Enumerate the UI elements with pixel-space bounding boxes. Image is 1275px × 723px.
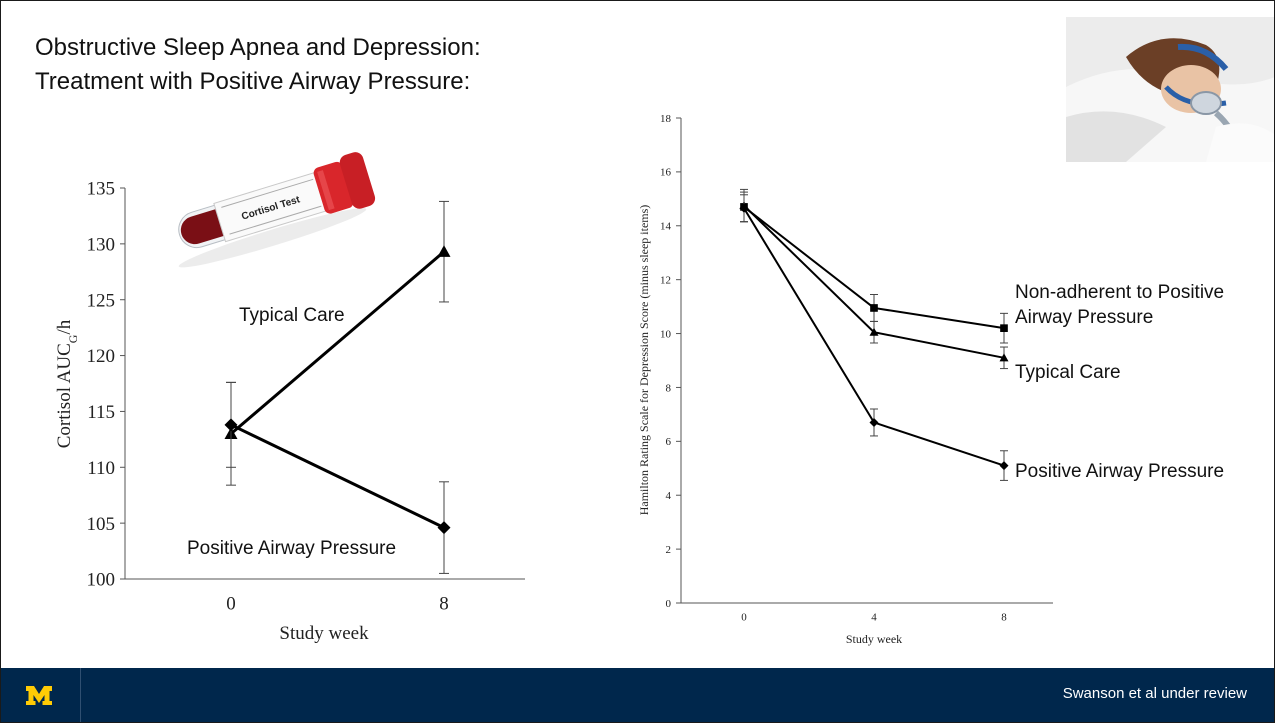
cortisol-x-tick-label: 0 (226, 593, 236, 614)
hamilton-x-tick-label: 4 (871, 612, 877, 624)
cortisol-chart-axes: 100 105 110 115 120 125 130 135 0 8 (87, 179, 525, 614)
cortisol-series-1-point (224, 418, 238, 432)
cortisol-y-tick-label: 105 (87, 514, 116, 535)
hamilton-series-2-point (869, 417, 879, 427)
footer-divider (80, 668, 81, 722)
hamilton-chart-marks (739, 188, 1009, 481)
hamilton-y-tick-label: 10 (660, 328, 672, 340)
hamilton-y-tick-label: 12 (660, 275, 671, 287)
hamilton-y-tick-label: 8 (666, 382, 672, 394)
cortisol-y-axis-label: Cortisol AUCG/h (54, 319, 80, 448)
hamilton-y-tick-label: 14 (660, 221, 672, 233)
hamilton-series-0-point (870, 304, 878, 312)
hamilton-series-label-typical-care: Typical Care (1015, 362, 1121, 383)
hamilton-series-0-point (1000, 324, 1008, 332)
cortisol-series-0-point (437, 245, 451, 257)
hamilton-series-2-point (739, 203, 749, 213)
cortisol-series-0-line (230, 250, 445, 435)
hamilton-y-tick-label: 18 (660, 113, 672, 125)
cortisol-y-tick-label: 100 (87, 570, 116, 591)
cortisol-y-tick-label: 120 (87, 346, 116, 367)
hamilton-series-label-non-adherent: Non-adherent to Positive Airway Pressure (1015, 282, 1224, 328)
hamilton-y-tick-label: 2 (666, 544, 672, 556)
cortisol-series-label-typical-care: Typical Care (239, 305, 345, 326)
hamilton-series-1-point (999, 353, 1009, 362)
cortisol-series-label-pap: Positive Airway Pressure (187, 538, 396, 559)
cortisol-tube-photo: Cortisol Test (178, 152, 376, 268)
cortisol-chart-marks (224, 200, 451, 574)
hamilton-series-2-point (999, 461, 1009, 471)
hamilton-x-axis-label: Study week (846, 632, 902, 646)
university-michigan-logo (26, 686, 52, 705)
citation-text: Swanson et al under review (1062, 685, 1247, 702)
hamilton-series-label-pap: Positive Airway Pressure (1015, 461, 1224, 482)
footer-bar: Swanson et al under review (1, 668, 1274, 722)
cortisol-x-tick-label: 8 (439, 593, 449, 614)
hamilton-y-axis-label: Hamilton Rating Scale for Depression Sco… (637, 205, 651, 516)
cortisol-y-tick-label: 135 (87, 179, 116, 200)
cortisol-series-1-line (230, 423, 445, 529)
cortisol-y-tick-label: 115 (87, 402, 115, 423)
hamilton-series-1-point (869, 327, 879, 336)
cortisol-y-tick-label: 110 (87, 458, 115, 479)
hamilton-chart-axes: 0 2 4 6 8 10 12 14 16 18 0 4 8 (660, 113, 1053, 624)
hamilton-x-tick-label: 8 (1001, 612, 1007, 624)
hamilton-y-tick-label: 4 (666, 490, 672, 502)
title-line-2: Treatment with Positive Airway Pressure: (35, 68, 471, 95)
cortisol-y-tick-label: 130 (87, 235, 116, 256)
cortisol-y-tick-label: 125 (87, 290, 116, 311)
cortisol-series-1-point (437, 521, 451, 535)
hamilton-y-tick-label: 0 (666, 598, 672, 610)
hamilton-x-tick-label: 0 (741, 612, 747, 624)
cpap-patient-photo (1066, 17, 1274, 162)
cortisol-x-axis-label: Study week (279, 623, 369, 644)
hamilton-y-tick-label: 6 (666, 436, 672, 448)
title-line-1: Obstructive Sleep Apnea and Depression: (35, 34, 481, 61)
slide-title: Obstructive Sleep Apnea and Depression: … (35, 31, 481, 99)
hamilton-y-tick-label: 16 (660, 167, 672, 179)
